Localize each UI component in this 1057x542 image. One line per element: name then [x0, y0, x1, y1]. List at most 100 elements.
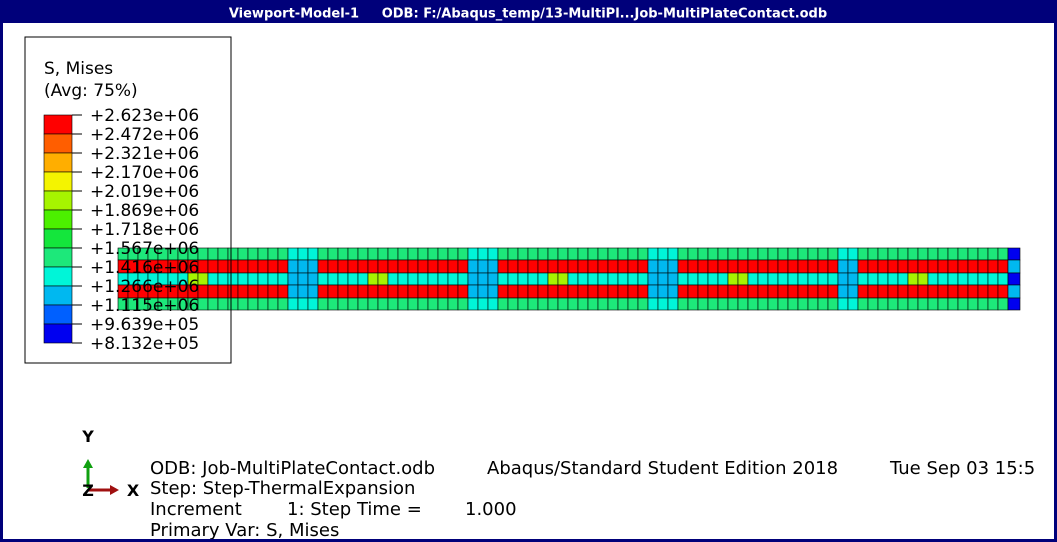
mesh-element	[997, 284, 1009, 299]
mesh-element	[507, 297, 519, 311]
mesh-element	[657, 272, 669, 286]
mesh-element	[747, 272, 759, 286]
mesh-element	[397, 259, 409, 274]
mesh-element	[377, 284, 389, 299]
mesh-element	[627, 284, 639, 299]
mesh-element	[647, 259, 659, 274]
info-time-value: 1.000	[465, 499, 517, 520]
mesh-element	[557, 247, 569, 261]
mesh-element	[287, 284, 299, 299]
mesh-element	[337, 259, 349, 274]
mesh-element	[757, 272, 769, 286]
mesh-element	[557, 272, 569, 286]
mesh-element	[527, 284, 539, 299]
mesh-element	[437, 247, 449, 261]
mesh-element	[447, 247, 459, 261]
mesh-element	[537, 284, 549, 299]
mesh-element	[967, 247, 979, 261]
mesh-element	[967, 259, 979, 274]
mesh-element	[617, 247, 629, 261]
mesh-element	[347, 272, 359, 286]
mesh-element	[567, 297, 579, 311]
mesh-element	[747, 284, 759, 299]
mesh-element	[577, 247, 589, 261]
mesh-element	[507, 259, 519, 274]
mesh-element	[217, 259, 229, 274]
mesh-element	[937, 247, 949, 261]
mesh-element	[197, 247, 209, 261]
mesh-element	[287, 297, 299, 311]
mesh-element	[397, 297, 409, 311]
mesh-element	[617, 259, 629, 274]
mesh-element	[667, 259, 679, 274]
mesh-element	[817, 297, 829, 311]
mesh-element	[537, 247, 549, 261]
window-title: Viewport-Model-1 ODB: F:/Abaqus_temp/13-…	[229, 7, 827, 22]
mesh-element	[547, 259, 559, 274]
legend-title: (Avg: 75%)	[44, 81, 138, 101]
legend-band	[43, 285, 73, 306]
mesh-element	[287, 259, 299, 274]
mesh-element	[927, 247, 939, 261]
mesh-element	[917, 259, 929, 274]
mesh-element	[967, 272, 979, 286]
mesh-element	[987, 284, 999, 299]
mesh-element	[687, 272, 699, 286]
mesh-element	[947, 247, 959, 261]
mesh-element	[257, 247, 269, 261]
mesh-element	[1007, 272, 1021, 286]
mesh-element	[327, 284, 339, 299]
mesh-element	[1007, 247, 1021, 261]
triad-z-label: Z	[82, 481, 94, 500]
mesh-element	[367, 247, 379, 261]
mesh-element	[807, 272, 819, 286]
mesh-element	[947, 297, 959, 311]
mesh-element	[937, 272, 949, 286]
triad-y-arrow	[83, 459, 93, 468]
mesh-element	[667, 247, 679, 261]
mesh-element	[247, 272, 259, 286]
info-odb: ODB: Job-MultiPlateContact.odb	[150, 458, 435, 479]
mesh-element	[867, 259, 879, 274]
mesh-element	[597, 284, 609, 299]
mesh-element	[847, 259, 859, 274]
mesh-element	[807, 284, 819, 299]
legend-label: +9.639e+05	[90, 315, 199, 335]
mesh-element	[257, 284, 269, 299]
mesh-element	[857, 247, 869, 261]
mesh-element	[327, 247, 339, 261]
mesh-element	[427, 272, 439, 286]
mesh-element	[487, 259, 499, 274]
mesh-element	[267, 297, 279, 311]
mesh-element	[207, 259, 219, 274]
mesh-element	[447, 272, 459, 286]
mesh-element	[387, 247, 399, 261]
mesh-element	[297, 247, 309, 261]
mesh-element	[707, 297, 719, 311]
mesh-element	[277, 272, 289, 286]
mesh-element	[597, 297, 609, 311]
mesh-element	[217, 272, 229, 286]
mesh-element	[287, 247, 299, 261]
mesh-element	[317, 284, 329, 299]
mesh-element	[907, 297, 919, 311]
mesh-element	[617, 284, 629, 299]
mesh-element	[527, 259, 539, 274]
mesh-element	[297, 297, 309, 311]
mesh-element	[937, 297, 949, 311]
mesh-element	[727, 272, 739, 286]
mesh-element	[677, 259, 689, 274]
mesh-element	[327, 297, 339, 311]
info: ODB: Job-MultiPlateContact.odb Abaqus/St…	[150, 458, 1035, 541]
mesh-element	[417, 284, 429, 299]
mesh-element	[227, 259, 239, 274]
mesh-element	[637, 272, 649, 286]
mesh-element	[387, 272, 399, 286]
mesh-element	[917, 284, 929, 299]
mesh	[117, 247, 1021, 311]
mesh-element	[737, 247, 749, 261]
mesh-element	[447, 297, 459, 311]
mesh-element	[517, 259, 529, 274]
mesh-element	[297, 259, 309, 274]
mesh-element	[877, 247, 889, 261]
